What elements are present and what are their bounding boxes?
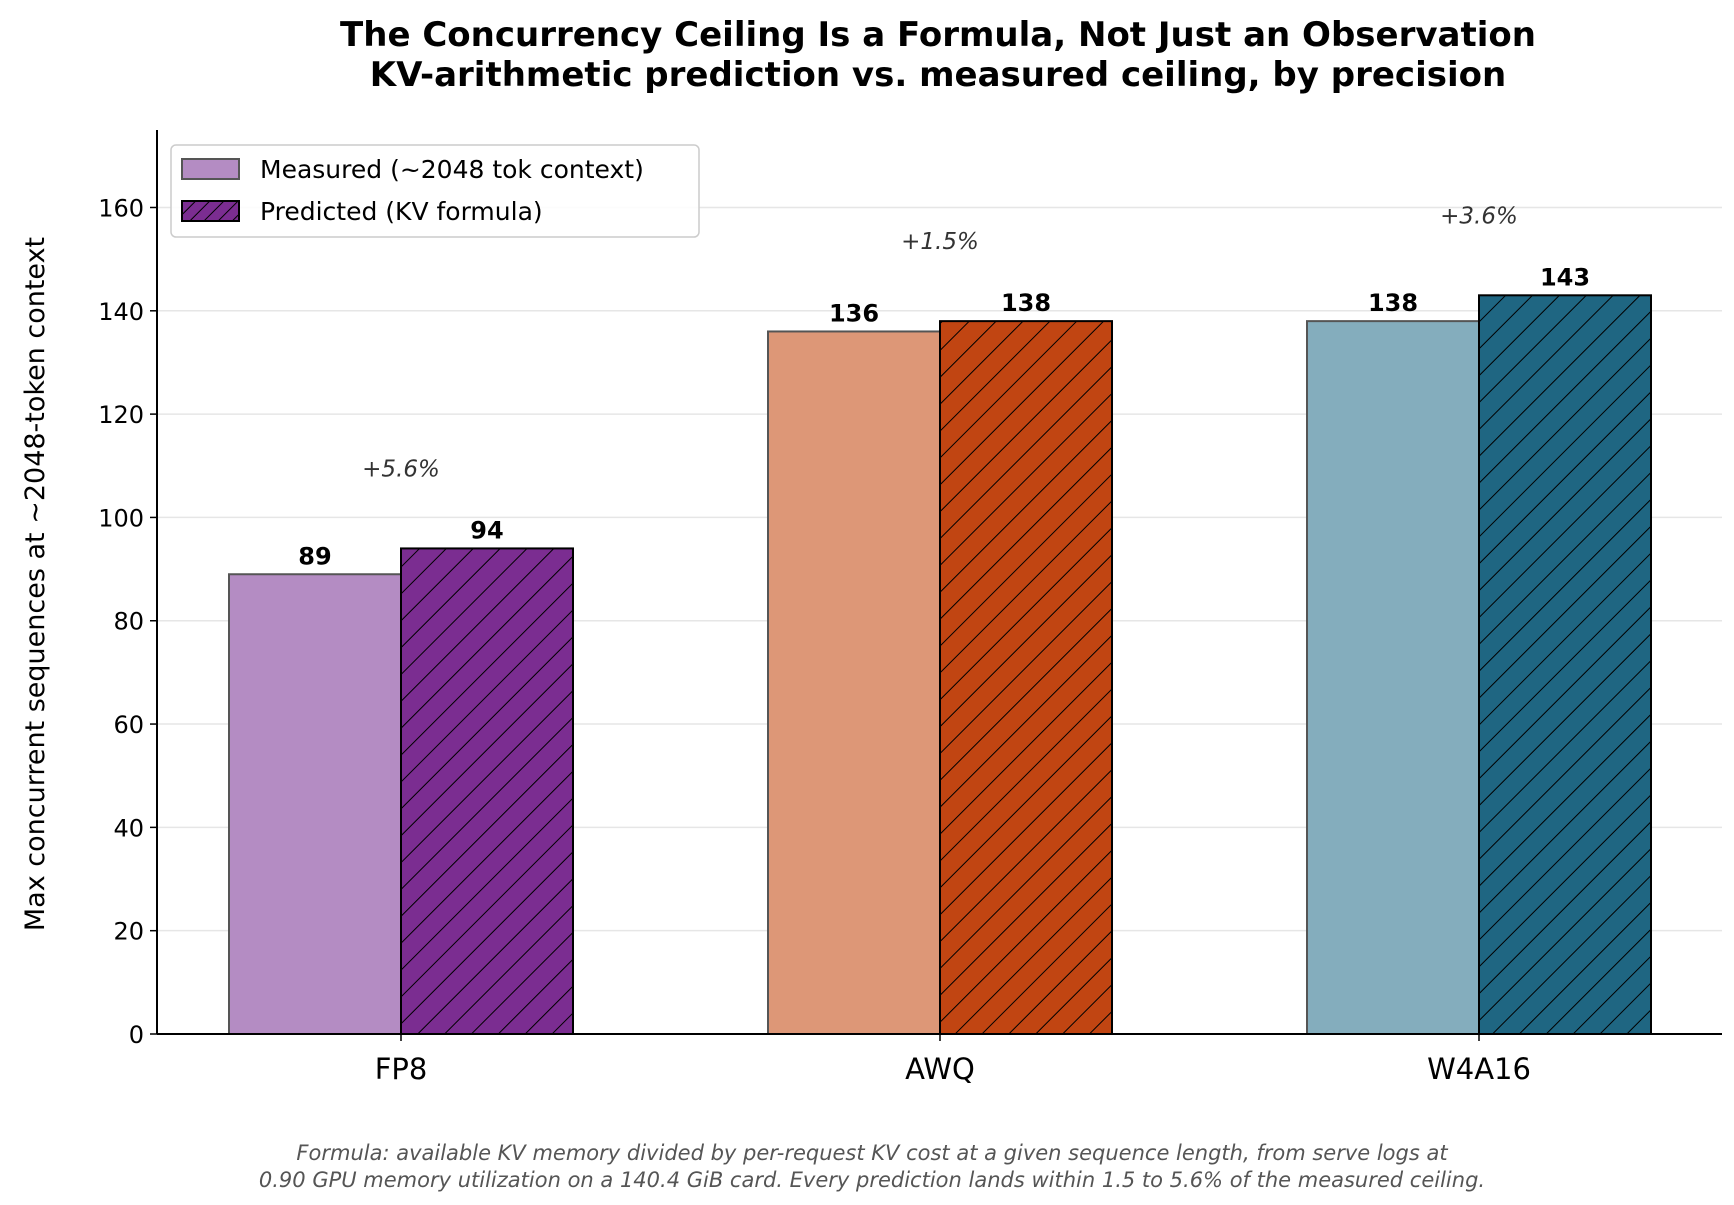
value-label-measured-w4a16: 138 [1368,289,1418,317]
value-label-measured-awq: 136 [829,299,879,327]
bar-predicted-w4a16 [1478,294,1652,1035]
value-labels: 89 94 +5.6% 136 138 +1.5% 138 143 +3.6% [298,203,1590,570]
legend-swatch-predicted [181,200,240,222]
bar-measured-w4a16 [1306,320,1480,1036]
x-tick-label-awq: AWQ [905,1052,975,1086]
legend-swatch-measured [181,158,240,180]
y-tick-label: 40 [113,814,144,842]
y-tick-label: 0 [129,1021,144,1049]
x-tick-label-fp8: FP8 [375,1052,428,1086]
y-tick-label: 140 [98,298,144,326]
y-tick-label: 100 [98,504,144,532]
footnote-line-1: Formula: available KV memory divided by … [296,1141,1448,1165]
y-tick-label: 160 [98,194,144,222]
chart-title: The Concurrency Ceiling Is a Formula, No… [340,15,1536,55]
bar-predicted-fp8 [400,547,574,1035]
bar-measured-fp8 [228,573,402,1035]
delta-annotation-awq: +1.5% [901,229,979,255]
bars [228,294,1652,1036]
y-axis-label: Max concurrent sequences at ~2048-token … [20,237,51,931]
value-label-predicted-awq: 138 [1001,289,1051,317]
y-tick-label: 120 [98,401,144,429]
legend-label-measured: Measured (~2048 tok context) [260,155,644,184]
legend-frame [170,144,700,238]
delta-annotation-fp8: +5.6% [362,456,440,482]
y-tick-label: 60 [113,711,144,739]
bar-predicted-awq [939,320,1113,1036]
value-label-predicted-fp8: 94 [470,516,503,544]
value-label-measured-fp8: 89 [298,542,331,570]
legend: Measured (~2048 tok context) Predicted (… [170,144,700,238]
chart-subtitle: KV-arithmetic prediction vs. measured ce… [370,55,1506,95]
y-tick-label: 80 [113,608,144,636]
bar-measured-awq [767,330,941,1036]
y-tick-label: 20 [113,918,144,946]
axes: 0 20 40 60 80 100 120 140 160 FP8 AWQ W4A16 [98,130,1722,1086]
footnote-line-2: 0.90 GPU memory utilization on a 140.4 G… [259,1168,1485,1192]
delta-annotation-w4a16: +3.6% [1440,203,1518,229]
legend-label-predicted: Predicted (KV formula) [260,197,543,226]
value-label-predicted-w4a16: 143 [1540,263,1590,291]
x-tick-label-w4a16: W4A16 [1427,1052,1531,1086]
